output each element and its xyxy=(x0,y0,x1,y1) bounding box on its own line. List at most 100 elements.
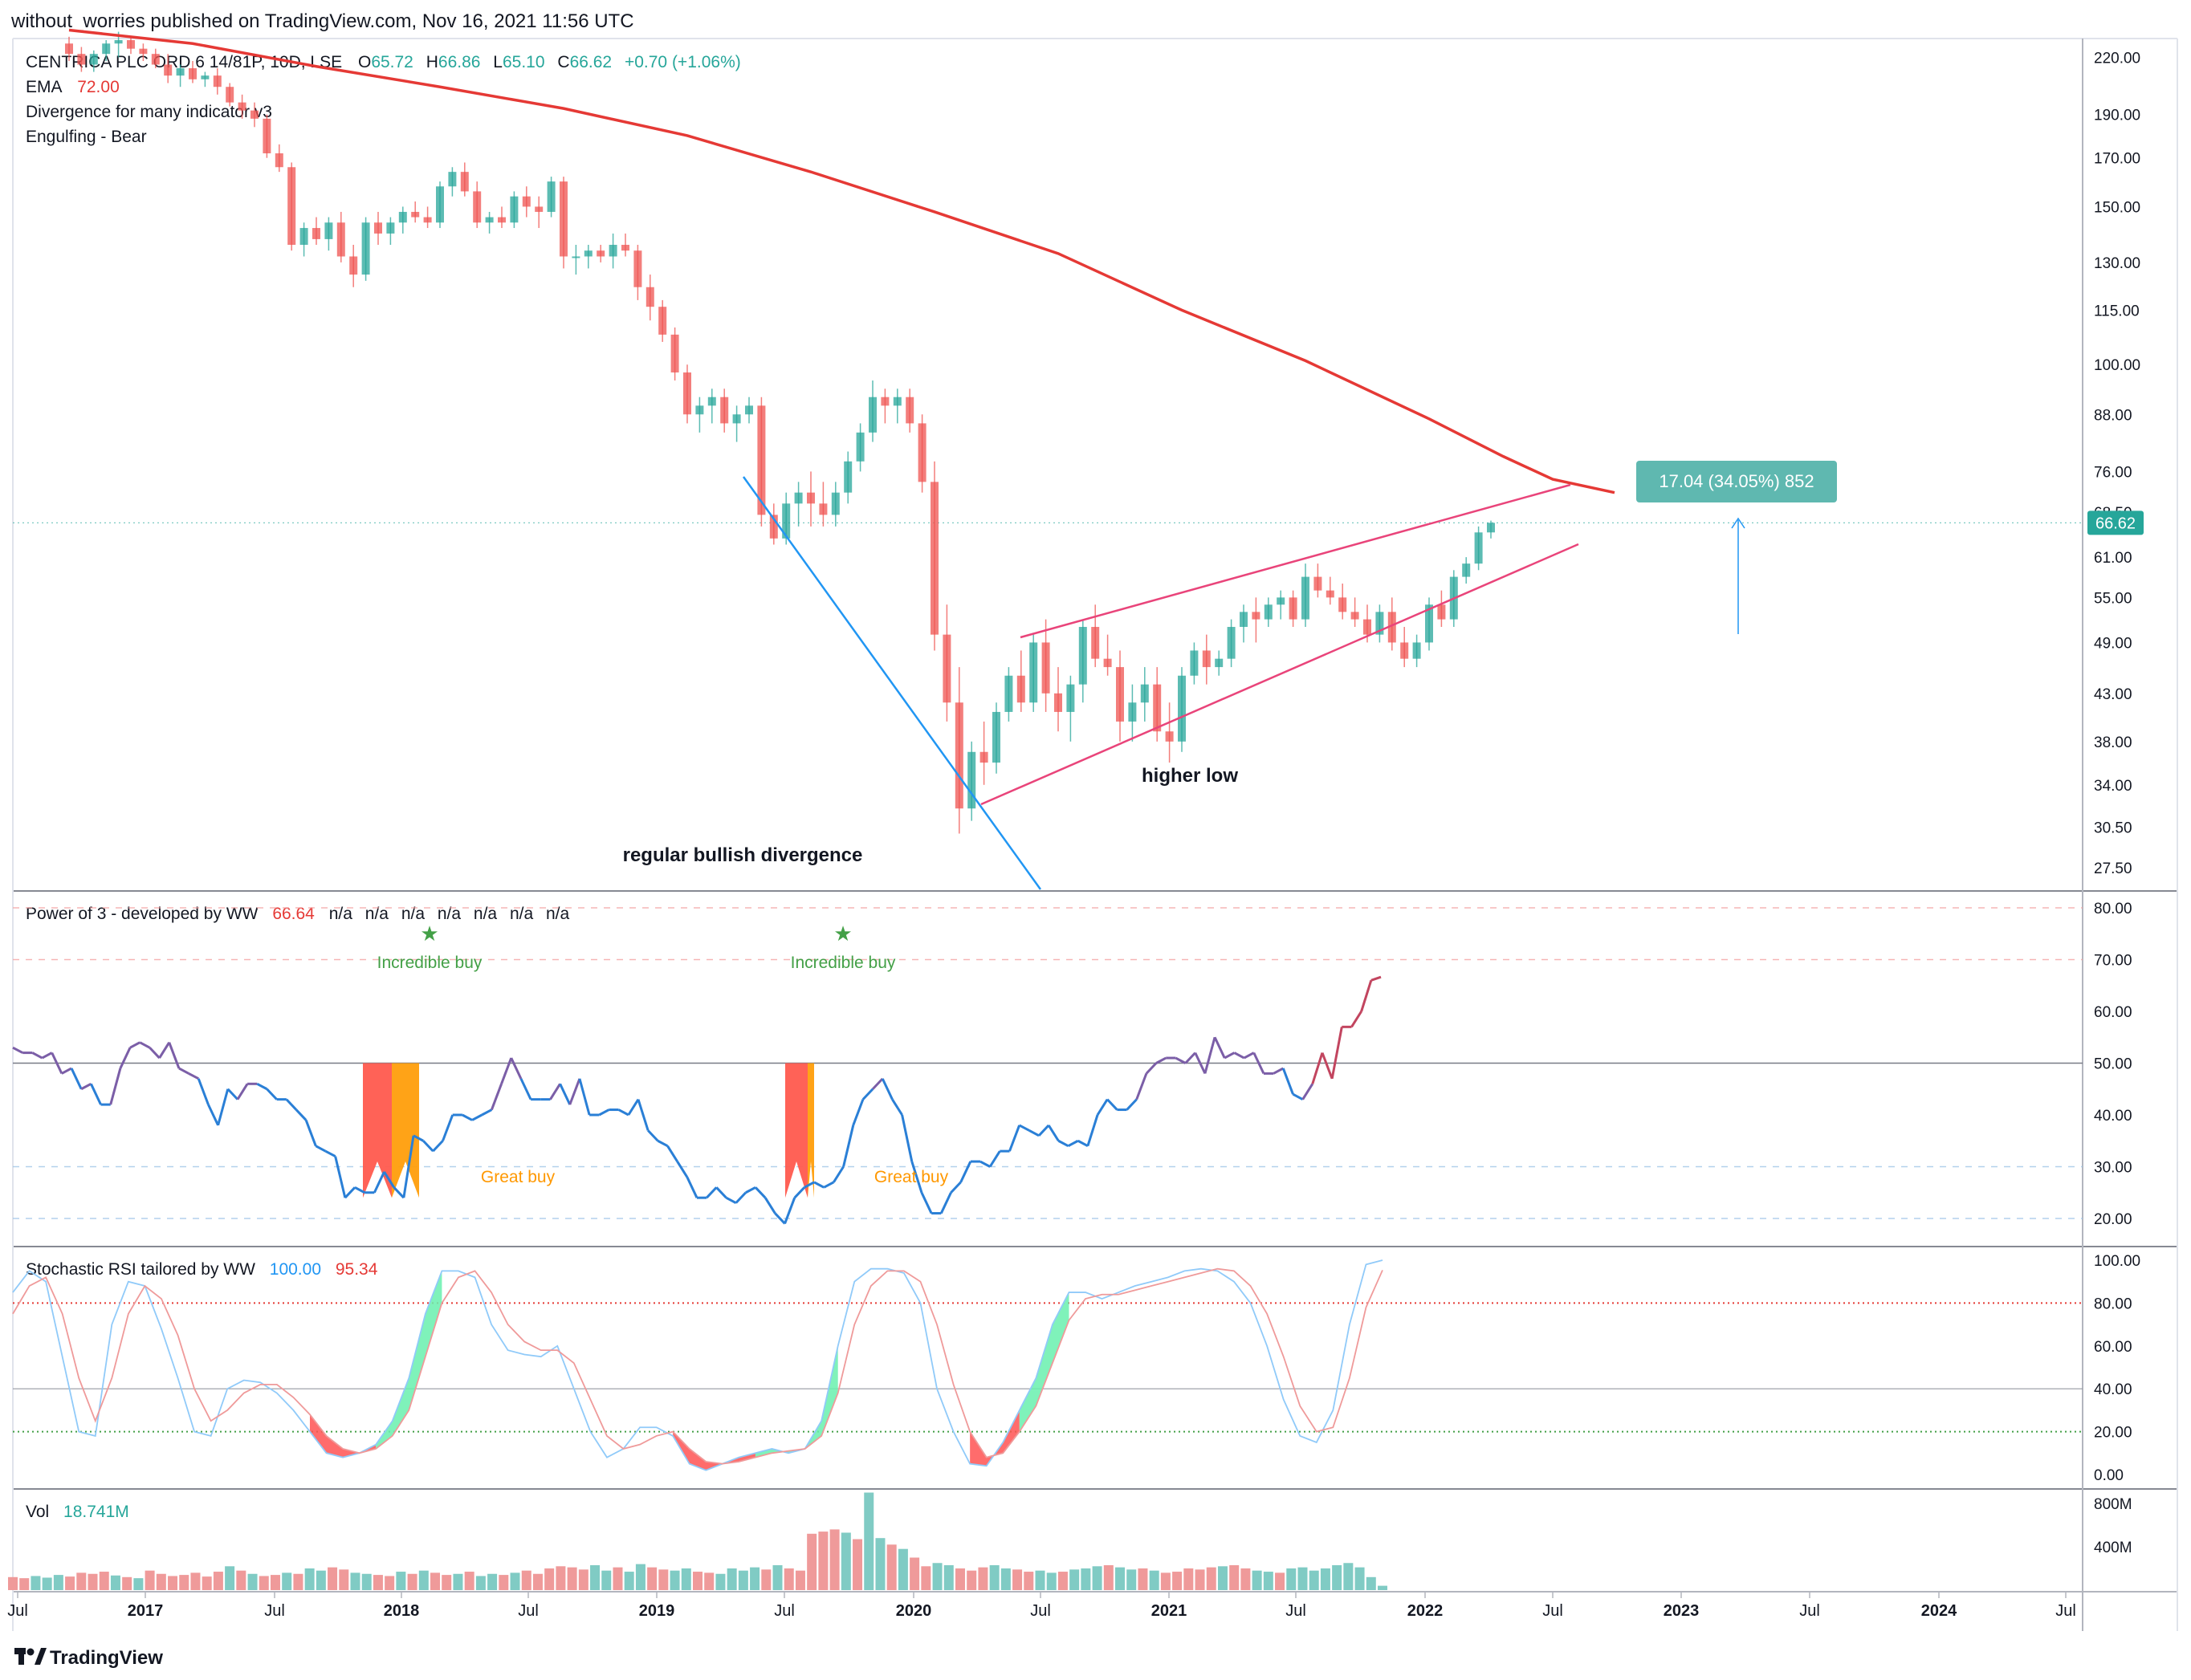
volume-bar xyxy=(396,1572,406,1590)
candle xyxy=(597,245,605,262)
power3-axis-label: 40.00 xyxy=(2094,1108,2132,1125)
volume-bar xyxy=(864,1492,874,1590)
time-axis[interactable]: Jul 2017 Jul 2018 Jul 2019 Jul 2020 Jul 2021 Jul 20… xyxy=(7,1592,2076,1620)
candle-body xyxy=(1227,627,1236,659)
power3-segment xyxy=(402,1135,415,1198)
power3-segment xyxy=(833,1165,845,1183)
power3-segment xyxy=(51,1052,63,1075)
candle-body xyxy=(992,711,1000,763)
volume-bar xyxy=(247,1573,258,1590)
volume-bar xyxy=(339,1569,349,1590)
volume-bar xyxy=(738,1570,748,1590)
volume-bar xyxy=(1126,1569,1137,1590)
candle xyxy=(460,162,469,197)
tradingview-logo[interactable]: TradingView xyxy=(14,1647,163,1669)
candle xyxy=(1178,667,1186,752)
power3-legend-line[interactable]: Power of 3 - developed by WW 66.64 n/a n… xyxy=(26,905,570,923)
volume-legend-line[interactable]: Vol 18.741M xyxy=(26,1503,129,1521)
volume-bar xyxy=(464,1572,474,1590)
power3-segment xyxy=(226,1088,239,1100)
volume-bar xyxy=(202,1576,212,1590)
power3-segment xyxy=(266,1088,278,1100)
candle xyxy=(1078,619,1087,703)
volume-bar xyxy=(1275,1572,1285,1590)
volume-axis-label: 800M xyxy=(2094,1496,2132,1513)
power3-segment xyxy=(676,1161,689,1178)
candle-body xyxy=(881,397,890,406)
candle xyxy=(1301,563,1309,628)
candle xyxy=(473,181,482,229)
volume-bar xyxy=(510,1572,520,1590)
power3-segment xyxy=(715,1186,727,1199)
power3-na-0: n/a xyxy=(329,905,353,923)
legend-high-label: H xyxy=(426,53,438,71)
incredible-buy-label: Incredible buy xyxy=(791,954,896,972)
candles xyxy=(65,31,1495,834)
candle xyxy=(645,275,654,321)
candle xyxy=(584,245,593,269)
power3-segment xyxy=(578,1078,591,1116)
power3-segment xyxy=(109,1068,122,1105)
candle-body xyxy=(1116,667,1124,722)
candle xyxy=(349,245,358,287)
candle xyxy=(250,102,259,128)
volume-bar xyxy=(898,1548,908,1590)
power3-segment xyxy=(1252,1052,1265,1075)
power3-segment xyxy=(1350,1011,1362,1028)
candle xyxy=(436,181,444,229)
power3-segment xyxy=(559,1083,572,1105)
volume-bar xyxy=(487,1573,498,1590)
candle-body xyxy=(1054,693,1062,712)
power3-segment xyxy=(1233,1052,1245,1060)
volume-bar xyxy=(76,1572,87,1590)
time-tick-label: 2020 xyxy=(896,1602,932,1620)
power3-legend: Power of 3 - developed by WW 66.64 n/a n… xyxy=(26,905,570,923)
volume-bar xyxy=(943,1564,954,1590)
power3-segment xyxy=(324,1149,336,1157)
candle xyxy=(633,245,642,300)
power3-segment xyxy=(315,1145,327,1153)
candle-body xyxy=(176,67,185,76)
candle-body xyxy=(844,461,853,493)
candle xyxy=(670,327,679,381)
stoch-legend-line[interactable]: Stochastic RSI tailored by WW 100.00 95.… xyxy=(26,1260,378,1279)
candle-body xyxy=(1140,684,1149,703)
candle xyxy=(609,233,617,269)
candle-body xyxy=(324,222,333,239)
last-price-tag: 66.62 xyxy=(2087,511,2144,535)
power3-segment xyxy=(295,1108,307,1121)
power3-segment xyxy=(1184,1052,1196,1064)
legend-ema[interactable]: EMA 72.00 xyxy=(26,78,120,96)
candle xyxy=(1215,650,1224,676)
volume-bar xyxy=(236,1570,246,1590)
candle xyxy=(769,503,778,545)
candle-body xyxy=(448,172,457,187)
power3-signal-bar xyxy=(785,1063,808,1198)
legend-engulfing-indicator[interactable]: Engulfing - Bear xyxy=(26,128,147,146)
power3-segment xyxy=(910,1161,923,1194)
volume-bar xyxy=(1297,1567,1308,1590)
candle xyxy=(374,211,382,246)
power3-na-1: n/a xyxy=(365,905,389,923)
candle xyxy=(485,211,494,234)
candle xyxy=(1412,634,1421,668)
last-price-bg xyxy=(2087,511,2144,535)
candle-body xyxy=(757,405,766,515)
candle-body xyxy=(312,228,320,239)
price-axis[interactable]: 220.00 190.00 170.00 150.00 130.00 115.00 100.… xyxy=(2094,51,2140,877)
candle-body xyxy=(473,191,482,223)
volume-bar xyxy=(624,1572,634,1590)
candle-body xyxy=(189,67,197,79)
candle xyxy=(1350,597,1359,628)
legend-divergence-indicator[interactable]: Divergence for many indicator v3 xyxy=(26,103,272,121)
volume-bar xyxy=(316,1570,326,1590)
power3-segment xyxy=(988,1150,1001,1168)
volume-bar xyxy=(521,1570,531,1590)
power3-segment xyxy=(784,1197,796,1224)
candle-body xyxy=(794,492,803,504)
power3-na-5: n/a xyxy=(510,905,534,923)
time-tick-label: 2024 xyxy=(1921,1602,1957,1620)
power3-segment xyxy=(373,1171,385,1194)
legend-low-label: L xyxy=(493,53,503,71)
